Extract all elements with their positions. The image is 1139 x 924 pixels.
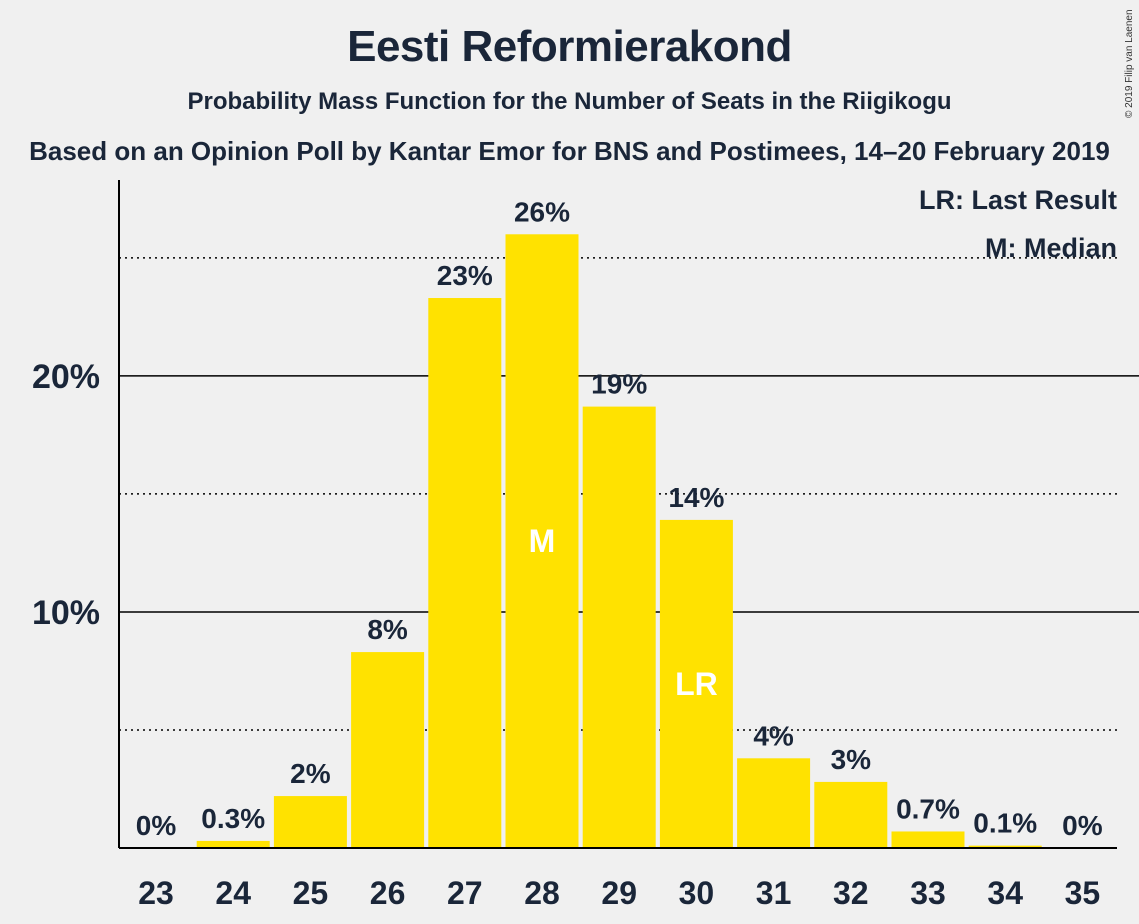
bar-value-label: 26% <box>514 196 570 227</box>
bar <box>891 831 965 848</box>
bar <box>273 796 347 848</box>
chart-title: Eesti Reformierakond <box>347 22 792 71</box>
chart-source-note: Based on an Opinion Poll by Kantar Emor … <box>29 136 1110 166</box>
x-tick-label: 33 <box>910 875 946 911</box>
bar <box>659 519 733 848</box>
x-tick-label: 30 <box>679 875 715 911</box>
bars <box>196 234 1042 849</box>
x-tick-label: 25 <box>293 875 329 911</box>
x-tick-label: 26 <box>370 875 406 911</box>
median-marker: M <box>529 523 556 559</box>
bar <box>351 652 425 848</box>
last-result-marker: LR <box>675 666 718 702</box>
legend-entry: M: Median <box>985 233 1117 263</box>
bar-labels: 0% 0.3% 2% 8% 23% 26% 19% 14% 4% 3% 0.7% 0.1% 0% <box>136 196 1103 841</box>
x-tick-labels: 23 24 25 26 27 28 29 30 31 32 33 34 35 <box>138 875 1100 911</box>
bar-value-label: 2% <box>290 758 331 789</box>
bar-value-label: 0% <box>1062 810 1103 841</box>
bar <box>968 845 1042 848</box>
y-tick-labels: 10% 20% <box>32 358 100 632</box>
x-tick-label: 28 <box>524 875 560 911</box>
bar <box>737 758 811 848</box>
bar <box>582 406 656 848</box>
bar-value-label: 0.1% <box>973 808 1037 839</box>
legend-entry: LR: Last Result <box>919 185 1117 215</box>
bar-value-label: 3% <box>831 744 872 775</box>
bar <box>428 298 502 848</box>
x-tick-label: 24 <box>215 875 251 911</box>
bar-value-label: 23% <box>437 260 493 291</box>
bar <box>505 234 579 849</box>
x-tick-label: 23 <box>138 875 174 911</box>
x-tick-label: 35 <box>1065 875 1101 911</box>
axes <box>118 180 1117 849</box>
x-tick-label: 34 <box>987 875 1023 911</box>
bar-value-label: 4% <box>753 720 794 751</box>
bar-value-label: 0.3% <box>201 803 265 834</box>
bar <box>814 781 888 848</box>
legend: LR: Last Result M: Median <box>919 185 1117 263</box>
x-tick-label: 27 <box>447 875 483 911</box>
markers: M LR <box>529 523 718 702</box>
bar-value-label: 0.7% <box>896 793 960 824</box>
x-tick-label: 29 <box>601 875 637 911</box>
bar-value-label: 0% <box>136 810 177 841</box>
y-tick-label: 20% <box>32 358 100 396</box>
chart-subtitle: Probability Mass Function for the Number… <box>187 88 952 115</box>
y-tick-label: 10% <box>32 594 100 632</box>
bar-value-label: 14% <box>668 482 724 513</box>
bar-value-label: 19% <box>591 369 647 400</box>
bar-value-label: 8% <box>367 614 408 645</box>
bar <box>196 840 270 848</box>
x-tick-label: 32 <box>833 875 869 911</box>
x-tick-label: 31 <box>756 875 792 911</box>
